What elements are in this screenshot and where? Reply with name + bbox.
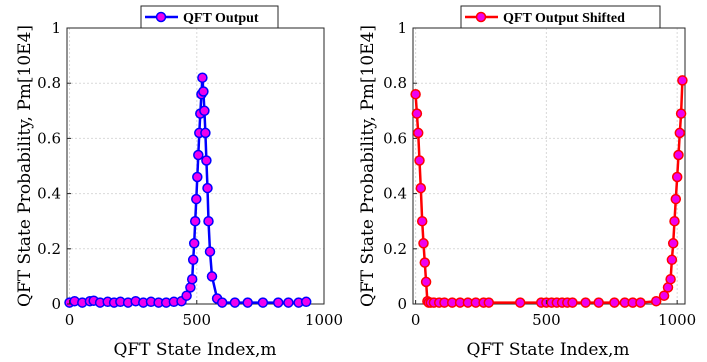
tick-labels: 0 0.2 0.4 0.6 0.8 1 0 500 1000 bbox=[37, 19, 343, 329]
data-point bbox=[199, 105, 210, 117]
y-tick-label: 1 bbox=[51, 19, 61, 37]
y-tick-label: 0.4 bbox=[37, 185, 61, 203]
data-point bbox=[514, 297, 526, 308]
data-point bbox=[593, 297, 604, 308]
data-point bbox=[410, 88, 421, 100]
data-point bbox=[216, 297, 228, 308]
series-group bbox=[410, 75, 688, 308]
data-point bbox=[186, 273, 198, 285]
x-tick-label: 0 bbox=[65, 311, 75, 329]
y-tick-label: 0.8 bbox=[383, 74, 407, 92]
data-point bbox=[229, 297, 241, 308]
x-tick-label: 500 bbox=[532, 311, 561, 329]
x-axis-label: QFT State Index,m bbox=[113, 340, 276, 360]
data-point bbox=[420, 276, 432, 288]
y-tick-label: 0.2 bbox=[383, 240, 407, 258]
data-point bbox=[415, 182, 427, 194]
data-point bbox=[580, 297, 591, 308]
data-point bbox=[567, 297, 578, 308]
legend-marker-sample bbox=[155, 11, 167, 23]
data-point bbox=[669, 215, 680, 227]
y-tick-label: 0 bbox=[51, 295, 61, 313]
data-point bbox=[673, 149, 684, 161]
data-point bbox=[206, 271, 218, 282]
series-line bbox=[414, 80, 684, 304]
data-point bbox=[300, 296, 312, 308]
data-point bbox=[257, 297, 269, 308]
data-point bbox=[416, 215, 428, 227]
chart-qft-output: 0 0.2 0.4 0.6 0.8 1 0 500 1000 QFT State Index,m… bbox=[15, 5, 343, 360]
data-point bbox=[197, 72, 208, 83]
data-point bbox=[419, 257, 431, 268]
data-point bbox=[650, 295, 662, 307]
data-point bbox=[483, 297, 495, 308]
data-point bbox=[202, 182, 213, 194]
chart-qft-output-shifted: 0 0.2 0.4 0.6 0.8 1 0 500 1000 QFT State Index,m… bbox=[358, 5, 696, 360]
data-point bbox=[187, 254, 199, 266]
y-tick-label: 0.8 bbox=[37, 74, 61, 92]
legend: QFT Output Shifted bbox=[460, 5, 661, 29]
data-point bbox=[192, 171, 203, 183]
data-point bbox=[665, 273, 676, 285]
data-point bbox=[188, 238, 200, 249]
plot-area-box bbox=[412, 27, 686, 305]
data-point bbox=[181, 290, 192, 301]
data-point bbox=[671, 171, 683, 183]
data-point bbox=[204, 246, 216, 257]
data-point bbox=[670, 193, 682, 205]
legend-label: QFT Output Shifted bbox=[503, 11, 625, 26]
data-point bbox=[203, 215, 214, 227]
y-axis-label: QFT State Probability, Pm[10E4] bbox=[15, 25, 35, 307]
data-point bbox=[411, 108, 423, 119]
data-point bbox=[609, 297, 620, 308]
legend-box bbox=[140, 5, 279, 29]
x-tick-label: 1000 bbox=[658, 311, 696, 329]
legend-label: QFT Output bbox=[183, 11, 259, 26]
y-tick-label: 0.6 bbox=[383, 129, 407, 147]
y-tick-label: 0.4 bbox=[383, 185, 407, 203]
y-tick-label: 0.2 bbox=[37, 240, 61, 258]
data-point bbox=[667, 238, 679, 249]
data-point bbox=[191, 193, 202, 205]
series-group bbox=[64, 72, 312, 308]
data-point bbox=[189, 215, 201, 227]
data-point bbox=[677, 75, 688, 86]
data-point bbox=[201, 155, 212, 166]
data-point bbox=[283, 297, 294, 308]
x-tick-label: 1000 bbox=[305, 311, 343, 329]
data-point bbox=[635, 297, 646, 308]
tick-labels: 0 0.2 0.4 0.6 0.8 1 0 500 1000 bbox=[383, 19, 696, 329]
y-tick-label: 0.6 bbox=[37, 129, 61, 147]
grid-lines bbox=[413, 27, 685, 305]
y-tick-label: 0 bbox=[397, 295, 407, 313]
legend-box bbox=[460, 5, 661, 29]
data-point bbox=[666, 254, 678, 266]
data-point bbox=[198, 86, 209, 97]
x-tick-label: 0 bbox=[411, 311, 421, 329]
data-point bbox=[418, 238, 429, 249]
data-point bbox=[414, 155, 425, 166]
data-point bbox=[658, 290, 670, 301]
data-point bbox=[272, 297, 284, 308]
data-point bbox=[674, 127, 686, 139]
legend-marker-sample bbox=[475, 11, 487, 23]
series-line bbox=[69, 76, 307, 304]
x-tick-label: 500 bbox=[182, 311, 211, 329]
data-point bbox=[412, 127, 424, 139]
x-axis-label: QFT State Index,m bbox=[466, 340, 629, 360]
y-tick-label: 1 bbox=[397, 19, 407, 37]
legend: QFT Output bbox=[140, 5, 279, 29]
data-point bbox=[675, 108, 687, 119]
data-point bbox=[193, 149, 204, 161]
y-axis-label: QFT State Probability, Pm[10E4] bbox=[358, 25, 378, 307]
data-point bbox=[200, 127, 211, 139]
data-point bbox=[242, 297, 253, 308]
